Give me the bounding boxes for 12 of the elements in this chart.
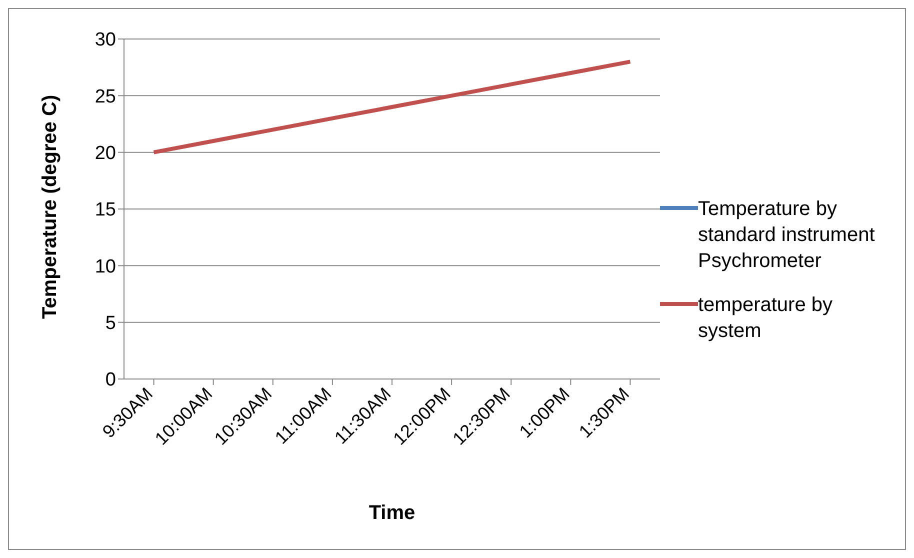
y-tick-label: 0 [105,370,116,391]
y-axis-title: Temperature (degree C) [39,94,62,319]
y-tick-label: 30 [94,30,116,51]
y-tick-label: 5 [105,313,116,334]
y-tick-label: 10 [94,256,116,278]
y-tick-label: 20 [94,143,116,164]
line-series [152,60,632,154]
y-tick-label: 25 [94,86,116,108]
x-axis-title: Time [368,502,416,524]
y-tick-label: 15 [94,200,116,221]
legend-label: temperature by system [698,293,834,344]
legend-label: Temperature by standard instrument Psychrometer [698,197,876,274]
